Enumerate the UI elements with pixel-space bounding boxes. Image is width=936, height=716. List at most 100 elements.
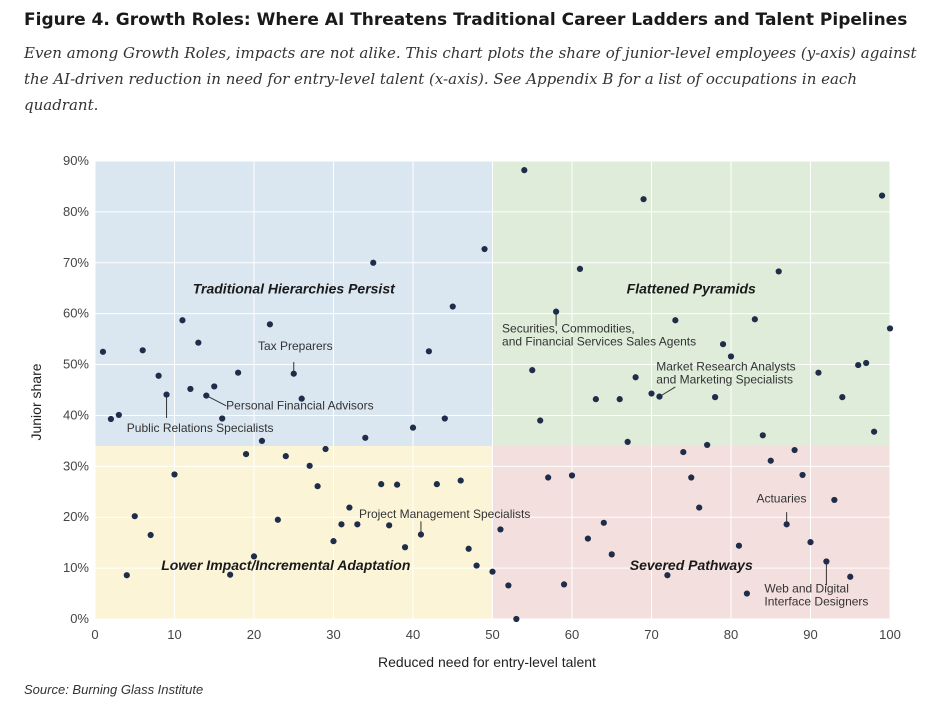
data-point bbox=[386, 522, 393, 529]
data-point bbox=[537, 417, 544, 424]
data-point bbox=[330, 538, 337, 545]
data-point bbox=[545, 474, 552, 481]
data-point bbox=[139, 347, 146, 354]
data-point bbox=[465, 545, 472, 552]
data-point bbox=[163, 391, 170, 398]
data-point bbox=[401, 544, 409, 551]
data-point bbox=[354, 521, 361, 528]
data-point bbox=[147, 531, 154, 539]
data-point bbox=[735, 542, 743, 549]
quadrant-labels: Traditional Hierarchies Persist Flattened… bbox=[161, 280, 756, 573]
x-tick-label: 50 bbox=[485, 627, 499, 642]
data-point bbox=[839, 394, 846, 401]
x-tick-label: 100 bbox=[879, 627, 901, 642]
data-point bbox=[409, 424, 417, 431]
data-point bbox=[115, 411, 122, 419]
annotation-label: Project Management Specialists bbox=[359, 507, 530, 521]
data-point bbox=[378, 481, 385, 488]
data-point bbox=[592, 396, 599, 403]
data-point bbox=[640, 196, 647, 203]
x-axis-label: Reduced need for entry-level talent bbox=[378, 654, 596, 670]
data-point bbox=[505, 582, 512, 589]
data-point bbox=[886, 325, 894, 332]
data-point bbox=[759, 432, 766, 439]
y-tick-label: 80% bbox=[63, 204, 89, 219]
annotation-label: Tax Preparers bbox=[258, 339, 333, 353]
data-point bbox=[481, 245, 488, 253]
figure-title: Figure 4. Growth Roles: Where AI Threate… bbox=[24, 10, 908, 30]
y-axis-label: Junior share bbox=[28, 363, 44, 440]
data-point bbox=[608, 551, 615, 558]
data-point bbox=[855, 361, 862, 369]
data-point bbox=[871, 428, 878, 435]
data-point bbox=[513, 615, 520, 623]
data-point bbox=[807, 539, 814, 546]
data-point bbox=[346, 504, 353, 511]
data-point bbox=[791, 446, 798, 454]
annotation-leader-line bbox=[659, 386, 676, 398]
y-tick-label: 60% bbox=[63, 306, 89, 321]
annotation-label: Personal Financial Advisors bbox=[226, 398, 373, 412]
annotation-label: and Marketing Specialists bbox=[656, 373, 793, 387]
data-point bbox=[99, 348, 107, 355]
data-point bbox=[203, 392, 210, 399]
figure-subtitle: Even among Growth Roles, impacts are not… bbox=[24, 44, 917, 114]
data-point bbox=[242, 451, 250, 458]
data-point bbox=[727, 353, 735, 360]
data-point bbox=[322, 445, 329, 453]
figure-source: Source: Burning Glass Institute bbox=[24, 682, 204, 697]
y-tick-label: 30% bbox=[63, 458, 89, 473]
data-point bbox=[560, 581, 568, 588]
data-point bbox=[576, 265, 584, 272]
data-point bbox=[457, 477, 464, 484]
y-tick-label: 20% bbox=[63, 509, 89, 524]
data-point bbox=[266, 321, 273, 328]
annotations: Tax Preparers Personal Financial Advisors… bbox=[127, 311, 868, 609]
grid-lines bbox=[94, 160, 891, 620]
data-point bbox=[211, 383, 218, 390]
data-point bbox=[847, 573, 854, 580]
data-point bbox=[489, 568, 496, 575]
data-point bbox=[441, 415, 448, 422]
x-tick-label: 10 bbox=[167, 627, 181, 642]
data-point bbox=[195, 339, 202, 346]
annotation-label: Actuaries bbox=[756, 491, 806, 505]
annotation-label: Web and Digital bbox=[764, 582, 849, 596]
quadrant-label: Lower Impact/Incremental Adaptation bbox=[161, 557, 410, 573]
annotation-label: Interface Designers bbox=[764, 595, 868, 609]
data-point bbox=[568, 472, 576, 479]
data-point bbox=[219, 415, 226, 422]
data-point bbox=[712, 394, 719, 401]
annotation-leader-line bbox=[206, 395, 227, 407]
data-point bbox=[783, 521, 790, 528]
x-tick-label: 20 bbox=[247, 627, 261, 642]
data-point bbox=[863, 359, 870, 367]
data-points bbox=[99, 167, 894, 623]
quadrant-2 bbox=[95, 445, 493, 619]
data-point bbox=[648, 390, 655, 397]
data-point bbox=[688, 474, 695, 481]
data-point bbox=[664, 572, 671, 579]
data-point bbox=[274, 516, 281, 523]
quadrant-0 bbox=[95, 161, 493, 446]
data-point bbox=[616, 396, 623, 403]
data-point bbox=[107, 415, 114, 423]
data-point bbox=[433, 481, 440, 488]
data-point bbox=[362, 434, 369, 441]
quadrant-backgrounds bbox=[95, 161, 890, 619]
data-point bbox=[314, 483, 321, 490]
x-tick-label: 80 bbox=[724, 627, 738, 642]
data-point bbox=[632, 374, 639, 381]
data-point bbox=[155, 372, 162, 379]
x-tick-label: 30 bbox=[326, 627, 340, 642]
data-point bbox=[473, 562, 480, 569]
data-point bbox=[831, 496, 838, 504]
axis-ticks: 0 10 20 30 40 50 60 70 80 90 100 0% 10% 20% 30% 40% 50% 6… bbox=[63, 153, 901, 642]
data-point bbox=[449, 303, 456, 310]
data-point bbox=[704, 441, 711, 449]
data-point bbox=[799, 471, 806, 479]
data-point bbox=[680, 448, 687, 456]
data-point bbox=[624, 438, 631, 446]
quadrant-label: Severed Pathways bbox=[630, 557, 753, 573]
